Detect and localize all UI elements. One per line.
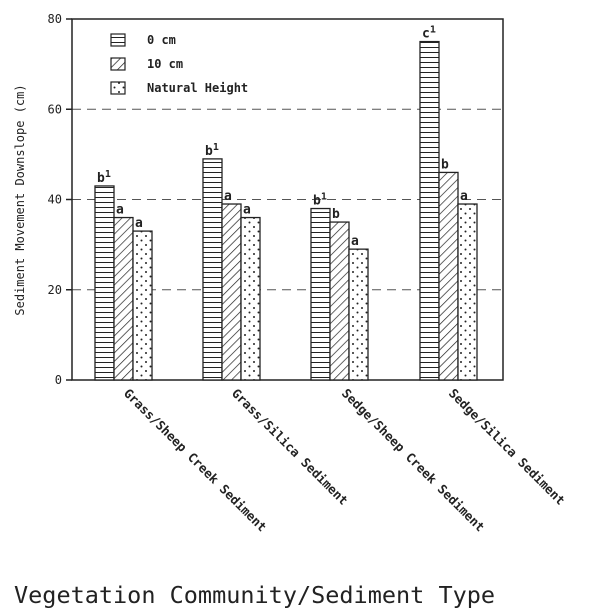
bar-significance-label: b xyxy=(332,207,340,222)
legend-swatch xyxy=(110,33,126,47)
y-tick-label: 0 xyxy=(55,373,62,387)
y-tick-label: 40 xyxy=(48,193,62,207)
bar-significance-label: a xyxy=(351,234,359,249)
legend-swatch xyxy=(110,57,126,71)
bar-significance-label: b1 xyxy=(205,142,219,159)
bar xyxy=(113,216,134,381)
x-axis-label: Vegetation Community/Sediment Type xyxy=(14,581,495,609)
legend: 0 cm 10 cm Natural Height xyxy=(110,33,248,95)
bar xyxy=(310,207,331,381)
legend-label: Natural Height xyxy=(147,81,248,95)
bar-significance-label: a xyxy=(135,216,143,231)
bar-significance-label: b1 xyxy=(97,169,111,186)
legend-label: 0 cm xyxy=(147,33,176,47)
grid-lines xyxy=(72,108,503,291)
legend-swatch xyxy=(110,81,126,95)
bar xyxy=(419,40,440,381)
bar xyxy=(221,203,242,381)
bar xyxy=(457,203,478,381)
bar xyxy=(240,216,261,381)
x-tick-label: Grass/Silica Sediment xyxy=(229,386,351,508)
y-axis-label: Sediment Movement Downslope (cm) xyxy=(13,84,27,315)
bar-significance-label: a xyxy=(243,203,251,218)
y-axis-ticks: 0 20 40 60 80 xyxy=(48,12,72,387)
y-tick-label: 20 xyxy=(48,283,62,297)
bar xyxy=(348,248,369,381)
bar xyxy=(132,230,153,381)
y-tick-label: 80 xyxy=(48,12,62,26)
bar-significance-label: a xyxy=(116,203,124,218)
bar xyxy=(438,171,459,381)
bar-significance-label: b xyxy=(441,157,449,172)
x-tick-label: Sedge/Silica Sediment xyxy=(446,386,568,508)
bar-significance-label: a xyxy=(460,189,468,204)
bar xyxy=(94,185,115,381)
legend-label: 10 cm xyxy=(147,57,183,71)
bar xyxy=(202,158,223,381)
bar-significance-label: b1 xyxy=(313,192,327,209)
y-tick-label: 60 xyxy=(48,102,62,116)
bar-significance-label: c1 xyxy=(422,25,436,42)
bar xyxy=(329,221,350,381)
bar-significance-label: a xyxy=(224,189,232,204)
